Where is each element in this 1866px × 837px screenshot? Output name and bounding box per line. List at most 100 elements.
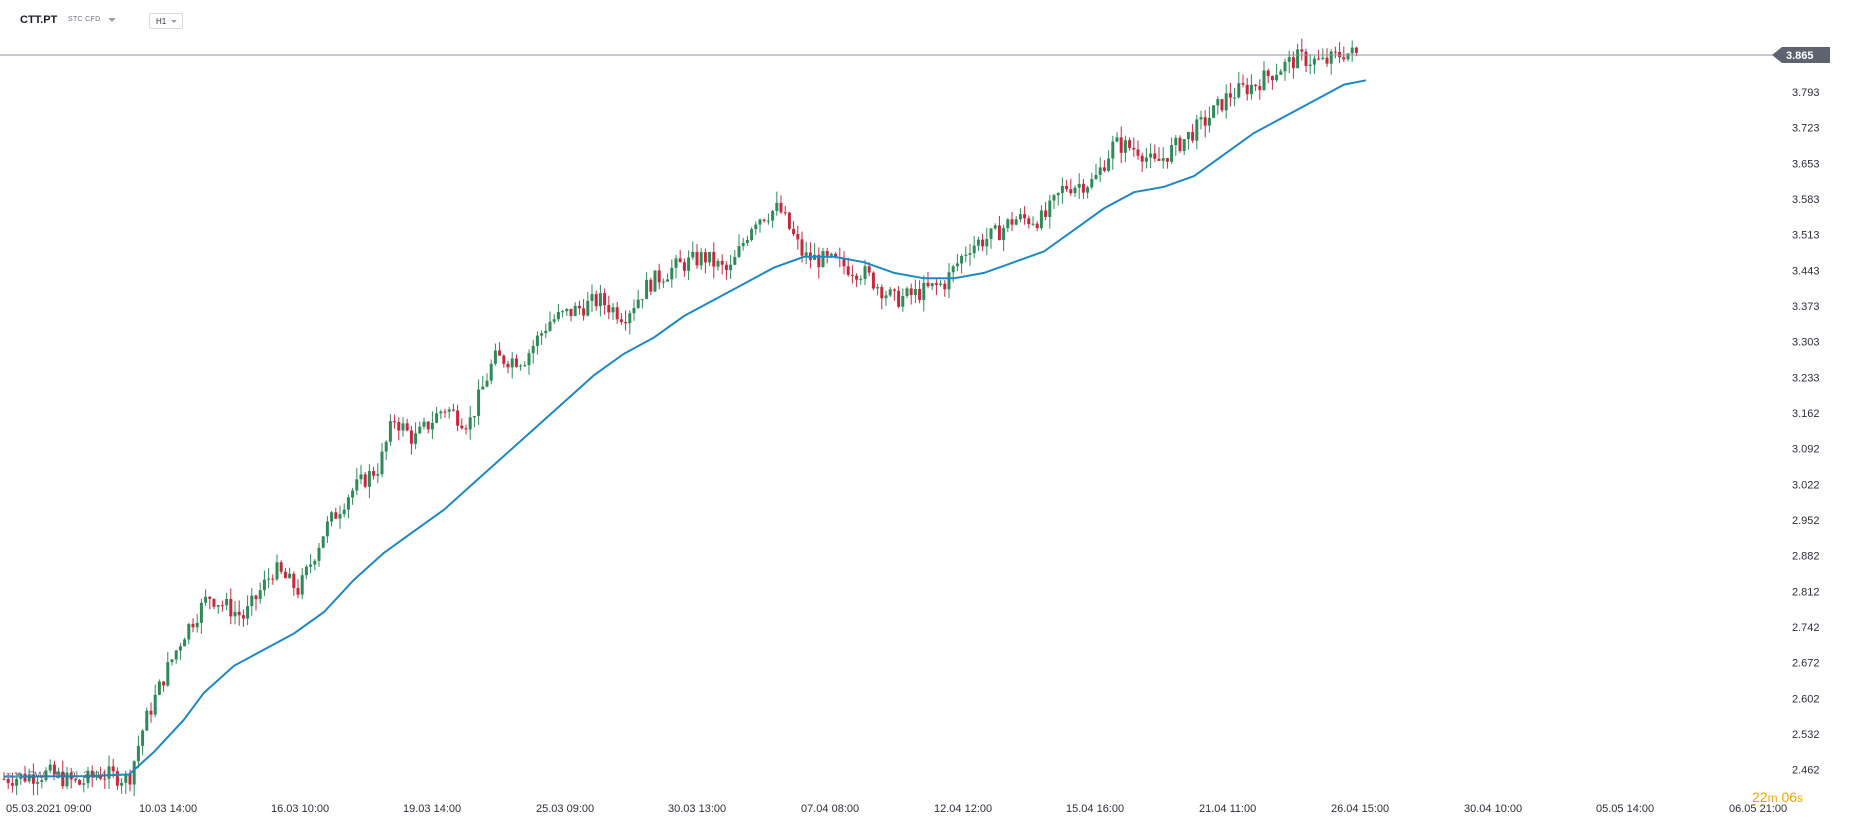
- timeframe-label: H1: [156, 17, 167, 26]
- candle-body: [31, 774, 35, 784]
- candle-body: [136, 745, 140, 762]
- y-tick-label: 2.462: [1792, 765, 1820, 777]
- candle-body: [607, 305, 611, 313]
- y-tick-label: 2.672: [1792, 658, 1820, 670]
- candle-body: [649, 279, 653, 292]
- symbol-label[interactable]: CTT.PT: [20, 14, 58, 26]
- candle-body: [1237, 83, 1241, 98]
- candle-body: [489, 363, 493, 381]
- candle-body: [590, 294, 594, 301]
- x-tick-label: 21.04 11:00: [1199, 803, 1256, 815]
- candle-body: [216, 605, 220, 607]
- candle-body: [1266, 70, 1270, 77]
- candle-body: [624, 322, 628, 324]
- candle-body: [955, 263, 959, 267]
- candle-body: [1241, 83, 1245, 85]
- candle-body: [363, 474, 367, 487]
- candle-body: [750, 229, 754, 240]
- candle-body: [145, 710, 149, 731]
- candle-body: [1052, 195, 1056, 201]
- candle-body: [1308, 64, 1312, 66]
- candle-body: [829, 253, 833, 256]
- candle-body: [1107, 158, 1111, 171]
- candle-body: [1342, 57, 1346, 60]
- candle-body: [758, 219, 762, 225]
- instrument-type-label[interactable]: STC CFD: [68, 16, 101, 23]
- candle-body: [1165, 158, 1169, 162]
- candle-body: [451, 409, 455, 411]
- current-price-badge: 3.865: [1772, 47, 1830, 63]
- candle-body: [124, 773, 128, 783]
- candle-body: [1102, 167, 1106, 171]
- candle-body: [1212, 105, 1216, 118]
- candle-body: [997, 225, 1001, 241]
- candle-body: [1010, 219, 1014, 225]
- candle-body: [1186, 132, 1190, 140]
- candle-body: [825, 251, 829, 256]
- timeframe-select[interactable]: H1: [149, 13, 183, 29]
- candle-body: [653, 270, 657, 292]
- candle-body: [258, 590, 262, 600]
- y-tick-label: 3.233: [1792, 372, 1820, 384]
- y-tick-label: 3.443: [1792, 265, 1820, 277]
- candle-body: [884, 295, 888, 299]
- candle-body: [846, 266, 850, 275]
- candle-body: [1111, 141, 1115, 159]
- indicator-settings-icon[interactable]: ≡ ✖: [6, 770, 22, 780]
- candle-body: [422, 421, 426, 427]
- candle-body: [229, 598, 233, 617]
- candle-body: [61, 771, 65, 787]
- candle-body: [1136, 149, 1140, 156]
- candle-body: [535, 335, 539, 346]
- candle-body: [1182, 139, 1186, 152]
- candle-body: [1115, 137, 1119, 142]
- indicator-legend: ≡ ✖ EMA [50, 0] 3.814: [6, 770, 106, 781]
- candle-body: [254, 595, 258, 600]
- x-tick-label: 05.05 14:00: [1596, 803, 1654, 815]
- candle-body: [930, 283, 934, 287]
- x-tick-label: 12.04 12:00: [934, 803, 992, 815]
- candle-body: [178, 646, 182, 651]
- candle-body: [892, 289, 896, 291]
- candle-body: [842, 257, 846, 267]
- chart-header: CTT.PT STC CFD H1: [0, 0, 1866, 40]
- candle-body: [1350, 47, 1354, 54]
- candle-body: [430, 422, 434, 430]
- candle-body: [334, 512, 338, 519]
- candle-body: [262, 579, 266, 591]
- candle-body: [439, 411, 443, 414]
- candle-body: [598, 293, 602, 307]
- candle-body: [779, 202, 783, 213]
- candle-body: [1275, 74, 1279, 81]
- y-tick-label: 3.653: [1792, 158, 1820, 170]
- candle-body: [107, 766, 111, 779]
- candle-body: [762, 219, 766, 221]
- candle-body: [787, 212, 791, 229]
- candle-body: [464, 428, 468, 430]
- candle-body: [670, 267, 674, 280]
- y-tick-label: 2.532: [1792, 729, 1820, 741]
- candle-body: [15, 778, 19, 786]
- candle-body: [687, 257, 691, 271]
- candle-body: [313, 560, 317, 565]
- candle-body: [586, 300, 590, 316]
- candle-body: [703, 252, 707, 263]
- candle-body: [682, 262, 686, 271]
- candle-body: [481, 386, 485, 390]
- candle-body: [372, 471, 376, 476]
- candle-body: [6, 778, 10, 784]
- candle-body: [1224, 93, 1228, 111]
- candle-body: [1161, 158, 1165, 161]
- candle-body: [1077, 183, 1081, 188]
- candle-body: [989, 228, 993, 239]
- candle-body: [1174, 137, 1178, 146]
- timer-seconds-unit: s: [1797, 791, 1804, 805]
- candle-body: [338, 514, 342, 519]
- x-tick-label: 06.05 21:00: [1729, 803, 1787, 815]
- y-tick-label: 3.303: [1792, 337, 1820, 349]
- candle-body: [720, 260, 724, 265]
- chevron-down-icon[interactable]: [108, 18, 116, 22]
- candle-body: [1006, 219, 1010, 229]
- candle-body: [405, 423, 409, 431]
